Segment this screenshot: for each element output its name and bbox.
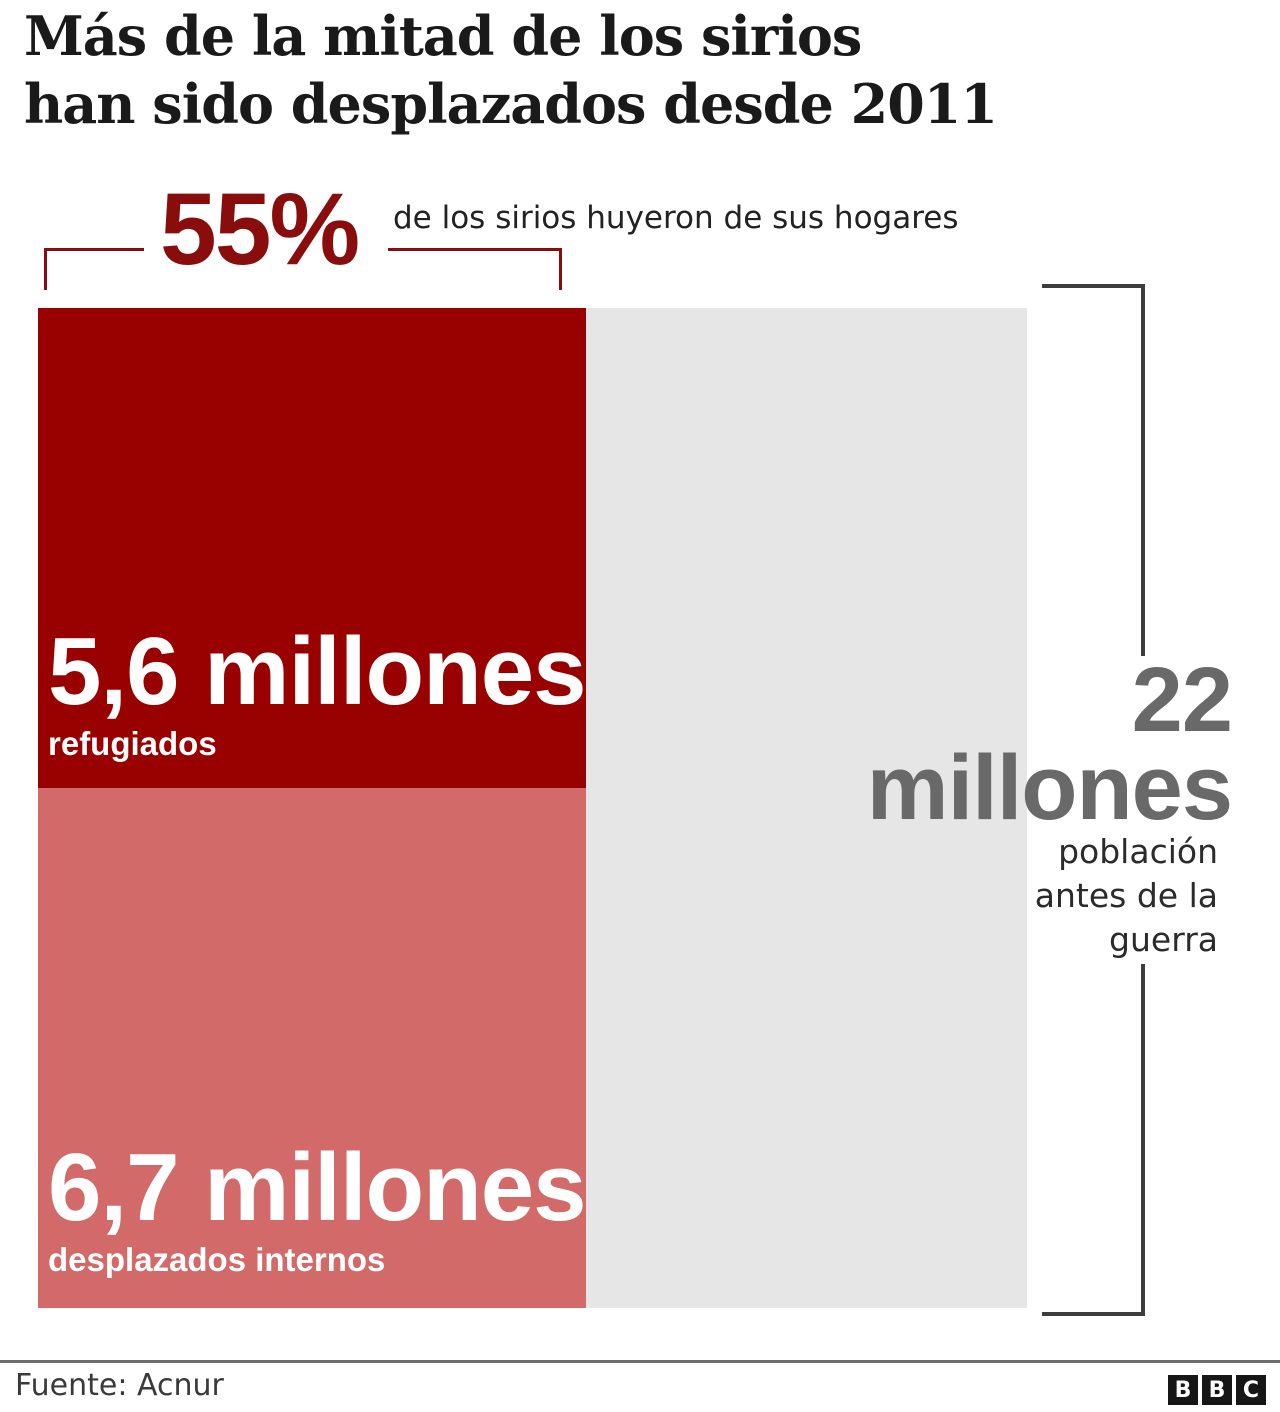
total-value-label: 22 millones bbox=[866, 649, 1233, 839]
pct-bracket-right-arm bbox=[388, 248, 562, 251]
idps-label-group: 6,7 millones desplazados internos bbox=[48, 1134, 587, 1280]
total-caption-line-1: población bbox=[1058, 832, 1218, 871]
total-caption-line-2: antes de la bbox=[1034, 876, 1218, 915]
displaced-column: 5,6 millones refugiados 6,7 millones des… bbox=[38, 308, 587, 1308]
chart-title-line-1: Más de la mitad de los sirios bbox=[24, 4, 862, 68]
chart-title: Más de la mitad de los sirios han sido d… bbox=[24, 2, 998, 138]
total-bracket-top-arm bbox=[1042, 284, 1145, 288]
total-caption-line-3: guerra bbox=[1109, 920, 1218, 959]
total-value-unit: millones bbox=[866, 737, 1233, 839]
bbc-logo-square-3: C bbox=[1236, 1375, 1266, 1405]
idps-value-label: 6,7 millones bbox=[48, 1134, 587, 1241]
bbc-logo-square-1: B bbox=[1168, 1375, 1198, 1405]
chart-title-line-2: han sido desplazados desde 2011 bbox=[24, 72, 998, 136]
total-bracket-bottom-arm bbox=[1042, 1312, 1145, 1316]
idps-name-label: desplazados internos bbox=[48, 1241, 386, 1278]
refugees-name-label: refugiados bbox=[48, 725, 217, 762]
pct-bracket-right-drop bbox=[559, 248, 562, 290]
total-bracket-upper-stem bbox=[1141, 284, 1145, 656]
refugees-label-group: 5,6 millones refugiados bbox=[48, 618, 587, 764]
footer-divider bbox=[0, 1360, 1280, 1363]
chart-area: 5,6 millones refugiados 6,7 millones des… bbox=[38, 308, 1027, 1308]
total-caption: población antes de la guerra bbox=[1035, 830, 1218, 962]
refugees-value-label: 5,6 millones bbox=[48, 618, 587, 725]
total-value-number: 22 bbox=[1131, 649, 1233, 751]
pct-bracket-left-drop bbox=[44, 248, 47, 290]
bbc-logo: B B C bbox=[1168, 1375, 1266, 1405]
highlight-caption: de los sirios huyeron de sus hogares bbox=[393, 200, 959, 236]
bar-refugees: 5,6 millones refugiados bbox=[38, 308, 587, 788]
bar-idps: 6,7 millones desplazados internos bbox=[38, 788, 587, 1308]
bar-remainder bbox=[585, 308, 1027, 1308]
source-text: Fuente: Acnur bbox=[15, 1368, 224, 1403]
total-bracket-lower-stem bbox=[1141, 964, 1145, 1316]
highlight-pct: 55% bbox=[160, 172, 360, 286]
bbc-logo-square-2: B bbox=[1202, 1375, 1232, 1405]
pct-bracket-left-arm bbox=[44, 248, 144, 251]
